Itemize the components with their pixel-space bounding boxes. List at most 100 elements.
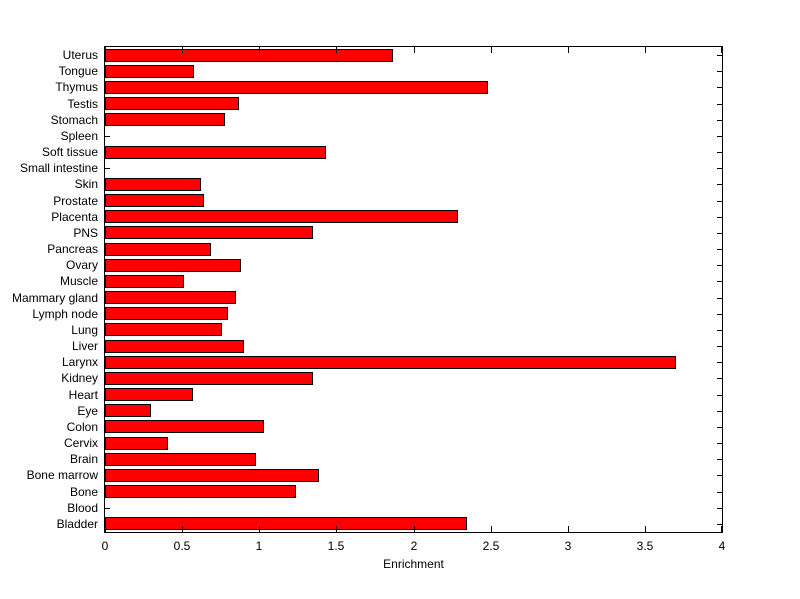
bar-uterus bbox=[105, 49, 393, 62]
y-tick-mark bbox=[717, 55, 722, 56]
y-tick-label-lymph-node: Lymph node bbox=[32, 307, 98, 321]
bar-testis bbox=[105, 97, 239, 110]
y-tick-mark bbox=[717, 427, 722, 428]
bar-ovary bbox=[105, 259, 241, 272]
y-tick-label-pns: PNS bbox=[73, 226, 98, 240]
plot-area bbox=[104, 46, 723, 533]
bar-lymph-node bbox=[105, 307, 228, 320]
y-tick-mark bbox=[717, 378, 722, 379]
y-tick-mark bbox=[717, 298, 722, 299]
y-tick-label-bladder: Bladder bbox=[56, 517, 98, 531]
bar-bladder bbox=[105, 517, 467, 530]
y-tick-mark bbox=[717, 443, 722, 444]
x-tick-label: 3 bbox=[564, 539, 572, 553]
x-tick-mark bbox=[721, 47, 722, 53]
bar-skin bbox=[105, 178, 201, 191]
x-axis-title: Enrichment bbox=[383, 557, 444, 571]
y-tick-mark bbox=[717, 120, 722, 121]
bar-thymus bbox=[105, 81, 488, 94]
y-tick-mark bbox=[717, 330, 722, 331]
x-tick-mark bbox=[336, 526, 337, 532]
x-tick-label: 2 bbox=[410, 539, 418, 553]
x-tick-mark bbox=[568, 526, 569, 532]
y-tick-mark bbox=[717, 508, 722, 509]
x-tick-label: 2.5 bbox=[482, 539, 500, 553]
bar-liver bbox=[105, 340, 244, 353]
y-tick-mark bbox=[717, 362, 722, 363]
y-tick-label-placenta: Placenta bbox=[51, 210, 98, 224]
y-tick-label-cervix: Cervix bbox=[63, 436, 98, 450]
x-tick-label: 1.5 bbox=[327, 539, 345, 553]
x-tick-mark bbox=[568, 47, 569, 53]
y-tick-label-blood: Blood bbox=[67, 501, 98, 515]
bar-heart bbox=[105, 388, 193, 401]
y-tick-label-uterus: Uterus bbox=[62, 48, 98, 62]
y-tick-mark bbox=[717, 249, 722, 250]
bar-bone bbox=[105, 485, 296, 498]
y-tick-label-soft-tissue: Soft tissue bbox=[41, 145, 98, 159]
y-tick-mark bbox=[717, 168, 722, 169]
x-tick-mark bbox=[182, 47, 183, 53]
bar-cervix bbox=[105, 437, 168, 450]
y-tick-mark bbox=[717, 524, 722, 525]
y-tick-label-small-intestine: Small intestine bbox=[19, 161, 98, 175]
y-tick-label-larynx: Larynx bbox=[61, 355, 98, 369]
y-tick-label-tongue: Tongue bbox=[58, 64, 98, 78]
bar-bone-marrow bbox=[105, 469, 319, 482]
x-tick-label: 0.5 bbox=[173, 539, 191, 553]
y-tick-label-liver: Liver bbox=[71, 339, 98, 353]
y-tick-mark bbox=[717, 265, 722, 266]
y-tick-mark bbox=[717, 475, 722, 476]
y-tick-mark bbox=[717, 411, 722, 412]
bar-kidney bbox=[105, 372, 313, 385]
x-tick-mark bbox=[414, 526, 415, 532]
y-axis-labels: Uterus Tongue Thymus Testis Stomach Spleen Sof… bbox=[0, 47, 98, 532]
bar-muscle bbox=[105, 275, 184, 288]
x-tick-mark bbox=[645, 47, 646, 53]
y-tick-mark bbox=[717, 184, 722, 185]
y-tick-label-heart: Heart bbox=[68, 388, 98, 402]
y-tick-label-bone: Bone bbox=[69, 485, 98, 499]
x-tick-label: 1 bbox=[255, 539, 263, 553]
x-tick-mark bbox=[721, 526, 722, 532]
y-tick-mark bbox=[717, 152, 722, 153]
bar-pns bbox=[105, 226, 313, 239]
y-tick-mark bbox=[717, 459, 722, 460]
bar-lung bbox=[105, 323, 222, 336]
x-tick-mark bbox=[491, 47, 492, 53]
y-tick-mark bbox=[105, 168, 110, 169]
x-tick-mark bbox=[105, 526, 106, 532]
x-tick-mark bbox=[491, 526, 492, 532]
bar-mammary-gland bbox=[105, 291, 236, 304]
x-tick-mark bbox=[182, 526, 183, 532]
bar-pancreas bbox=[105, 243, 211, 256]
x-tick-mark bbox=[105, 47, 106, 53]
x-tick-label: 3.5 bbox=[636, 539, 654, 553]
bar-soft-tissue bbox=[105, 146, 326, 159]
y-tick-label-stomach: Stomach bbox=[50, 113, 98, 127]
bar-brain bbox=[105, 453, 256, 466]
bar-larynx bbox=[105, 356, 676, 369]
y-tick-label-mammary-gland: Mammary gland bbox=[11, 291, 98, 305]
y-tick-label-ovary: Ovary bbox=[65, 258, 98, 272]
x-tick-mark bbox=[414, 47, 415, 53]
y-tick-mark bbox=[105, 508, 110, 509]
y-tick-mark bbox=[717, 71, 722, 72]
y-tick-label-muscle: Muscle bbox=[59, 274, 98, 288]
y-tick-mark bbox=[717, 492, 722, 493]
bar-colon bbox=[105, 420, 264, 433]
x-tick-label: 4 bbox=[718, 539, 726, 553]
y-tick-label-pancreas: Pancreas bbox=[47, 242, 98, 256]
y-tick-label-thymus: Thymus bbox=[55, 80, 98, 94]
y-tick-label-prostate: Prostate bbox=[53, 194, 98, 208]
y-tick-mark bbox=[717, 104, 722, 105]
y-tick-label-colon: Colon bbox=[66, 420, 98, 434]
x-tick-mark bbox=[336, 47, 337, 53]
y-tick-label-brain: Brain bbox=[69, 452, 98, 466]
x-tick-label: 0 bbox=[101, 539, 109, 553]
bar-eye bbox=[105, 404, 151, 417]
y-tick-label-skin: Skin bbox=[74, 177, 98, 191]
y-tick-label-eye: Eye bbox=[77, 404, 98, 418]
y-tick-mark bbox=[105, 136, 110, 137]
y-tick-mark bbox=[717, 281, 722, 282]
